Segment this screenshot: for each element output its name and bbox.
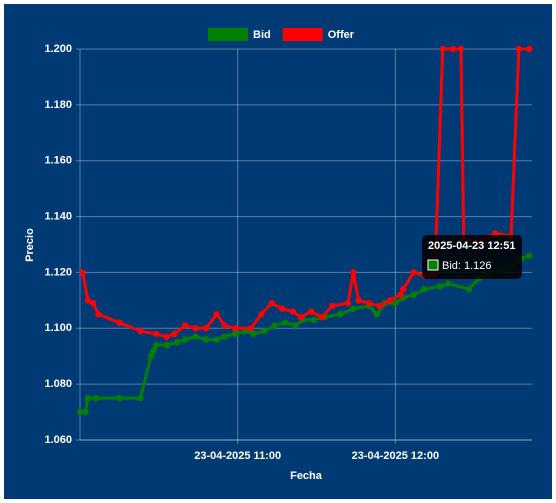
data-point (279, 305, 286, 312)
y-tick-label: 1.120 (44, 266, 72, 278)
data-point (310, 316, 318, 324)
data-point (153, 341, 160, 349)
data-point (292, 322, 299, 329)
x-axis-label: Fecha (290, 470, 323, 482)
data-point (436, 283, 444, 290)
y-tick-label: 1.200 (44, 43, 72, 55)
data-point (421, 285, 428, 293)
data-point (95, 311, 102, 318)
legend-swatch (282, 28, 323, 41)
data-point (336, 311, 344, 318)
data-point (386, 297, 394, 304)
data-point (250, 330, 257, 338)
y-tick-label: 1.160 (44, 155, 72, 167)
tooltip-box (422, 235, 522, 279)
data-point (192, 333, 199, 340)
data-point (147, 353, 155, 360)
data-point (457, 45, 465, 53)
data-point (350, 305, 357, 312)
data-point (84, 297, 92, 304)
data-point (221, 333, 228, 340)
data-point (137, 394, 144, 402)
data-point (76, 408, 84, 416)
data-point (213, 311, 220, 318)
data-point (350, 269, 357, 276)
data-point (231, 325, 239, 332)
data-point (289, 308, 297, 315)
y-tick-label: 1.060 (44, 434, 72, 446)
data-point (247, 325, 255, 332)
legend-swatch (208, 28, 248, 41)
data-point (116, 319, 123, 326)
data-point (439, 45, 446, 53)
data-point (465, 285, 473, 293)
data-point (116, 394, 123, 402)
data-point (171, 330, 178, 338)
data-point (515, 45, 523, 53)
data-point (444, 280, 452, 287)
y-tick-label: 1.100 (44, 322, 72, 334)
data-point (329, 302, 336, 310)
tooltip-title: 2025-04-23 12:51 (428, 240, 515, 252)
data-point (82, 408, 89, 416)
data-point (400, 285, 407, 293)
data-point (153, 330, 160, 338)
data-point (308, 308, 315, 315)
data-point (202, 336, 210, 343)
legend-label: Offer (328, 29, 355, 41)
data-point (163, 333, 170, 340)
data-point (365, 299, 373, 307)
data-point (526, 45, 533, 53)
data-point (410, 269, 417, 276)
x-tick-label: 23-04-2025 12:00 (352, 450, 439, 462)
tooltip-swatch (427, 259, 439, 271)
data-point (163, 341, 170, 349)
legend: Bid Offer (208, 28, 355, 41)
tooltip-label: Bid: 1.126 (442, 260, 492, 272)
grid: 1.060 1.080 1.100 1.120 1.140 1.160 1.180 1.200… (44, 43, 532, 462)
data-point (376, 302, 383, 310)
data-point (92, 394, 99, 402)
data-point (526, 252, 533, 259)
data-point (231, 330, 239, 338)
data-point (449, 45, 457, 53)
data-point (297, 313, 304, 321)
data-point (410, 291, 417, 298)
data-point (202, 325, 210, 332)
y-tick-label: 1.140 (44, 210, 72, 222)
data-point (258, 311, 265, 318)
data-point (89, 299, 97, 307)
y-axis-label: Precio (24, 228, 36, 262)
data-point (318, 313, 325, 321)
plot (76, 45, 533, 416)
data-point (355, 297, 362, 304)
data-point (181, 322, 189, 329)
data-point (213, 336, 220, 343)
x-tick-label: 23-04-2025 11:00 (194, 450, 281, 462)
tooltip: 2025-04-23 12:51 Bid: 1.126 (422, 235, 522, 279)
data-point (373, 311, 381, 318)
data-point (271, 322, 278, 329)
data-point (492, 230, 499, 237)
data-point (181, 336, 189, 343)
data-point (137, 327, 144, 335)
data-point (397, 291, 404, 298)
data-point (192, 325, 199, 332)
y-tick-label: 1.080 (44, 378, 72, 390)
data-point (268, 299, 276, 307)
data-point (79, 269, 86, 276)
data-point (344, 299, 352, 307)
data-point (392, 299, 399, 307)
data-point (260, 327, 268, 335)
legend-label: Bid (253, 29, 271, 41)
data-point (150, 347, 157, 354)
data-point (84, 394, 92, 402)
data-point (221, 322, 228, 329)
data-point (281, 319, 289, 326)
data-point (174, 339, 181, 346)
y-tick-label: 1.180 (44, 99, 72, 111)
